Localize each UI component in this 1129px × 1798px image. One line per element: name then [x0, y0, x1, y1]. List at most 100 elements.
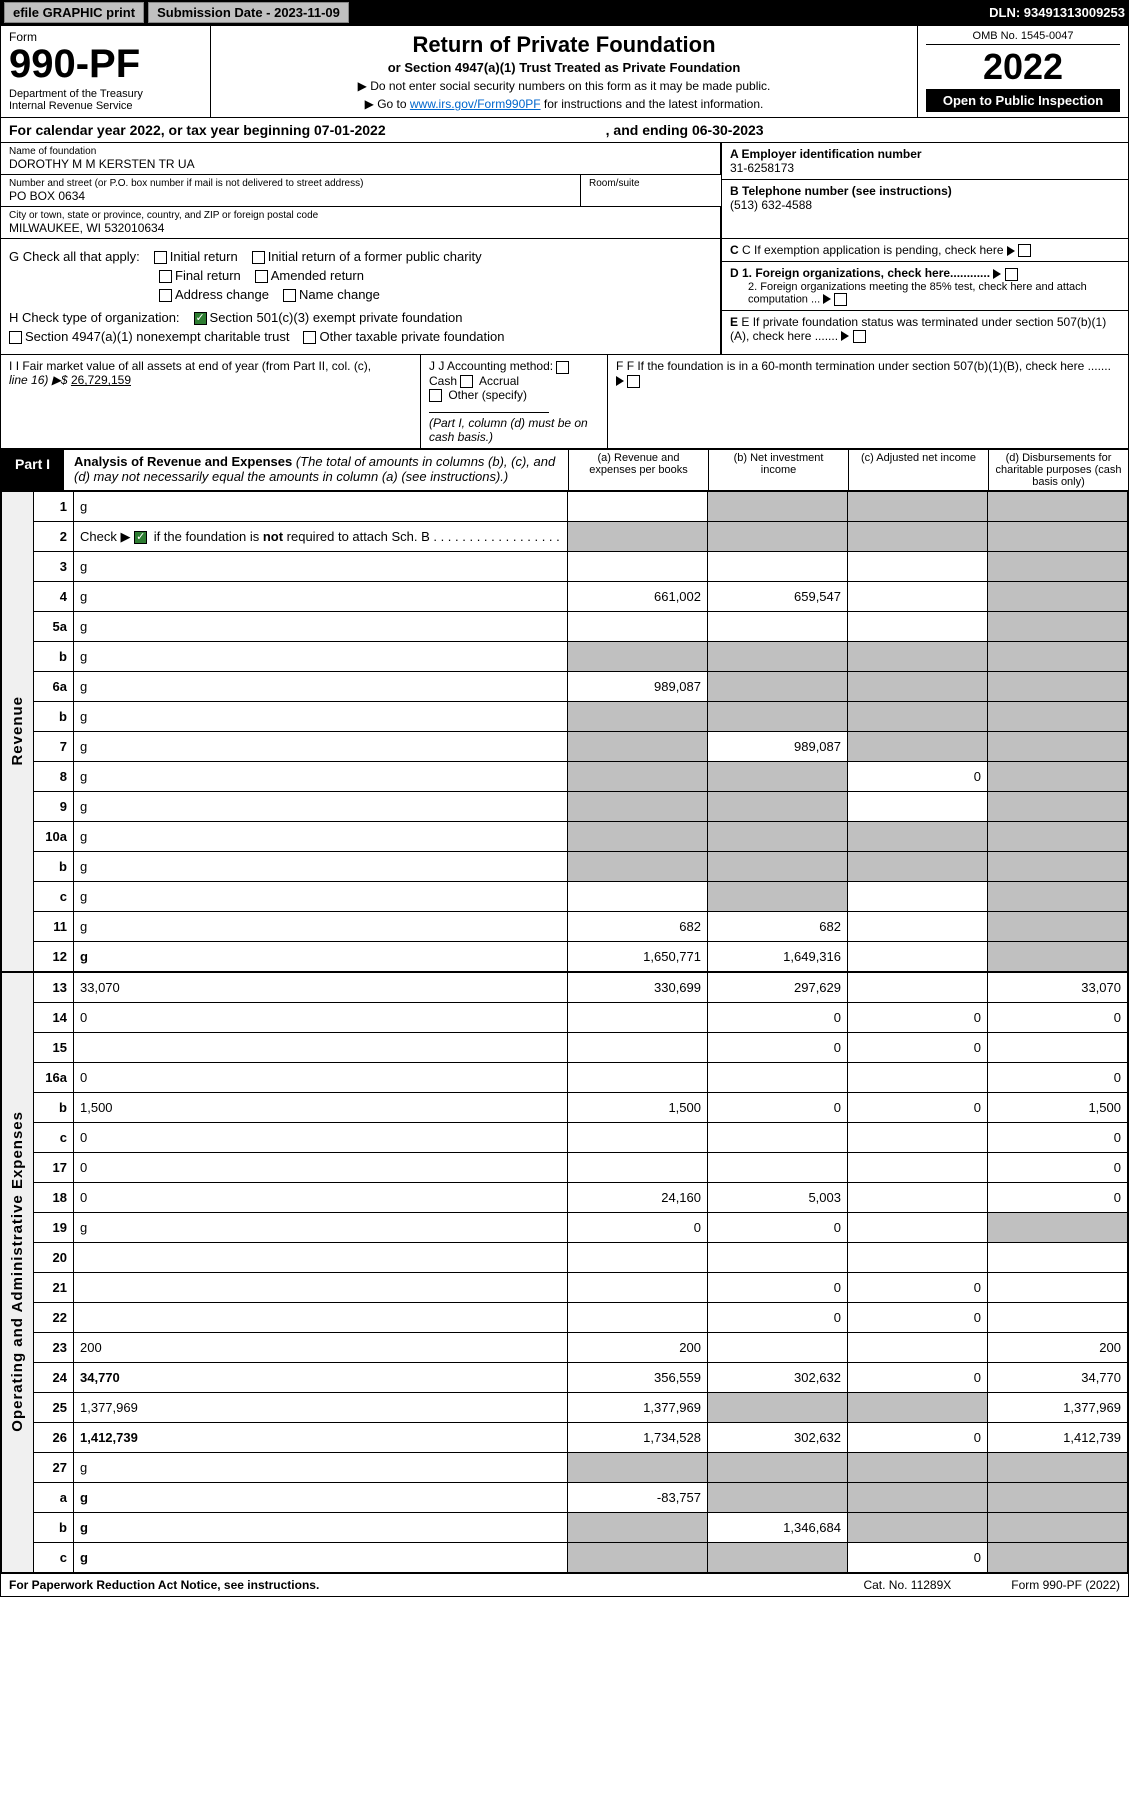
- e-checkbox[interactable]: [853, 330, 866, 343]
- cell-grey: [988, 1483, 1128, 1513]
- cell-value: [708, 1123, 848, 1153]
- row-num: c: [34, 1543, 74, 1573]
- row-num: 4: [34, 582, 74, 612]
- cell-value: 1,346,684: [708, 1513, 848, 1543]
- cell-value: 0: [848, 1003, 988, 1033]
- cell-value: [708, 612, 848, 642]
- cell-value: [568, 1273, 708, 1303]
- row-desc: g: [74, 552, 568, 582]
- cell-value: [848, 973, 988, 1003]
- accrual-checkbox[interactable]: [460, 375, 473, 388]
- cell-grey: [568, 642, 708, 672]
- cell-value: 0: [708, 1273, 848, 1303]
- cell-grey: [988, 1543, 1128, 1573]
- cell-grey: [848, 522, 988, 552]
- col-c-hdr: (c) Adjusted net income: [848, 450, 988, 490]
- cell-value: [988, 1303, 1128, 1333]
- table-row: 16a00: [2, 1063, 1128, 1093]
- ij-row: I I Fair market value of all assets at e…: [1, 354, 1128, 448]
- table-row: Revenue1g: [2, 492, 1128, 522]
- row-num: 16a: [34, 1063, 74, 1093]
- col-b-hdr: (b) Net investment income: [708, 450, 848, 490]
- cell-grey: [848, 1393, 988, 1423]
- row-desc: g: [74, 792, 568, 822]
- cell-value: [708, 1063, 848, 1093]
- cell-value: 200: [988, 1333, 1128, 1363]
- cell-value: 1,500: [988, 1093, 1128, 1123]
- cell-grey: [848, 1453, 988, 1483]
- cell-value: [848, 552, 988, 582]
- cell-grey: [708, 1453, 848, 1483]
- room-cell: Room/suite: [581, 175, 721, 207]
- f-checkbox[interactable]: [627, 375, 640, 388]
- row-desc: g: [74, 672, 568, 702]
- efile-button[interactable]: efile GRAPHIC print: [4, 2, 144, 23]
- cell-grey: [848, 1513, 988, 1543]
- cell-value: 0: [988, 1123, 1128, 1153]
- cell-grey: [708, 1393, 848, 1423]
- footer-form: Form 990-PF (2022): [1011, 1578, 1120, 1592]
- cell-value: [848, 1153, 988, 1183]
- form990pf-link[interactable]: www.irs.gov/Form990PF: [410, 97, 541, 111]
- cell-value: [568, 552, 708, 582]
- row-num: 24: [34, 1363, 74, 1393]
- cell-grey: [568, 702, 708, 732]
- c-checkbox[interactable]: [1018, 244, 1031, 257]
- 501c3-checkbox[interactable]: [194, 312, 207, 325]
- cell-value: 1,734,528: [568, 1423, 708, 1453]
- d1-checkbox[interactable]: [1005, 268, 1018, 281]
- name-change-checkbox[interactable]: [283, 289, 296, 302]
- schb-checkbox[interactable]: [134, 531, 147, 544]
- row-desc: 0: [74, 1183, 568, 1213]
- dept-label: Department of the Treasury Internal Reve…: [9, 88, 202, 112]
- row-num: 12: [34, 942, 74, 972]
- section-side: Revenue: [2, 492, 34, 972]
- cell-grey: [848, 732, 988, 762]
- address-change-checkbox[interactable]: [159, 289, 172, 302]
- row-desc: g: [74, 1483, 568, 1513]
- top-bar: efile GRAPHIC print Submission Date - 20…: [0, 0, 1129, 25]
- cell-grey: [988, 492, 1128, 522]
- row-desc: 34,770: [74, 1363, 568, 1393]
- checks-row: G Check all that apply: Initial return I…: [1, 238, 1128, 354]
- name-cell: Name of foundation DOROTHY M M KERSTEN T…: [1, 143, 721, 175]
- cell-value: 1,377,969: [988, 1393, 1128, 1423]
- row-num: 7: [34, 732, 74, 762]
- initial-return-former-checkbox[interactable]: [252, 251, 265, 264]
- row-num: 26: [34, 1423, 74, 1453]
- d2-checkbox[interactable]: [834, 293, 847, 306]
- instr-1: ▶ Do not enter social security numbers o…: [223, 79, 905, 93]
- row-num: 3: [34, 552, 74, 582]
- submission-date-button[interactable]: Submission Date - 2023-11-09: [148, 2, 349, 23]
- row-num: 23: [34, 1333, 74, 1363]
- table-row: 7g989,087: [2, 732, 1128, 762]
- h-line: H Check type of organization: Section 50…: [9, 310, 712, 325]
- row-desc: g: [74, 822, 568, 852]
- cash-checkbox[interactable]: [556, 361, 569, 374]
- cell-value: 0: [988, 1153, 1128, 1183]
- cell-grey: [708, 672, 848, 702]
- col-a-hdr: (a) Revenue and expenses per books: [568, 450, 708, 490]
- row-num: 19: [34, 1213, 74, 1243]
- row-num: 1: [34, 492, 74, 522]
- cell-value: 0: [848, 1033, 988, 1063]
- table-row: Operating and Administrative Expenses133…: [2, 973, 1128, 1003]
- cell-grey: [988, 792, 1128, 822]
- row-num: 18: [34, 1183, 74, 1213]
- row-desc: g: [74, 762, 568, 792]
- cell-grey: [988, 672, 1128, 702]
- cell-value: 1,649,316: [708, 942, 848, 972]
- 4947a1-checkbox[interactable]: [9, 331, 22, 344]
- cell-value: [708, 1243, 848, 1273]
- cell-value: [708, 552, 848, 582]
- d-cell: D 1. Foreign organizations, check here..…: [722, 262, 1128, 310]
- other-taxable-checkbox[interactable]: [303, 331, 316, 344]
- initial-return-checkbox[interactable]: [154, 251, 167, 264]
- final-return-checkbox[interactable]: [159, 270, 172, 283]
- cell-grey: [988, 582, 1128, 612]
- row-desc: 1,500: [74, 1093, 568, 1123]
- cell-value: [848, 1243, 988, 1273]
- other-method-checkbox[interactable]: [429, 389, 442, 402]
- cell-grey: [848, 672, 988, 702]
- amended-return-checkbox[interactable]: [255, 270, 268, 283]
